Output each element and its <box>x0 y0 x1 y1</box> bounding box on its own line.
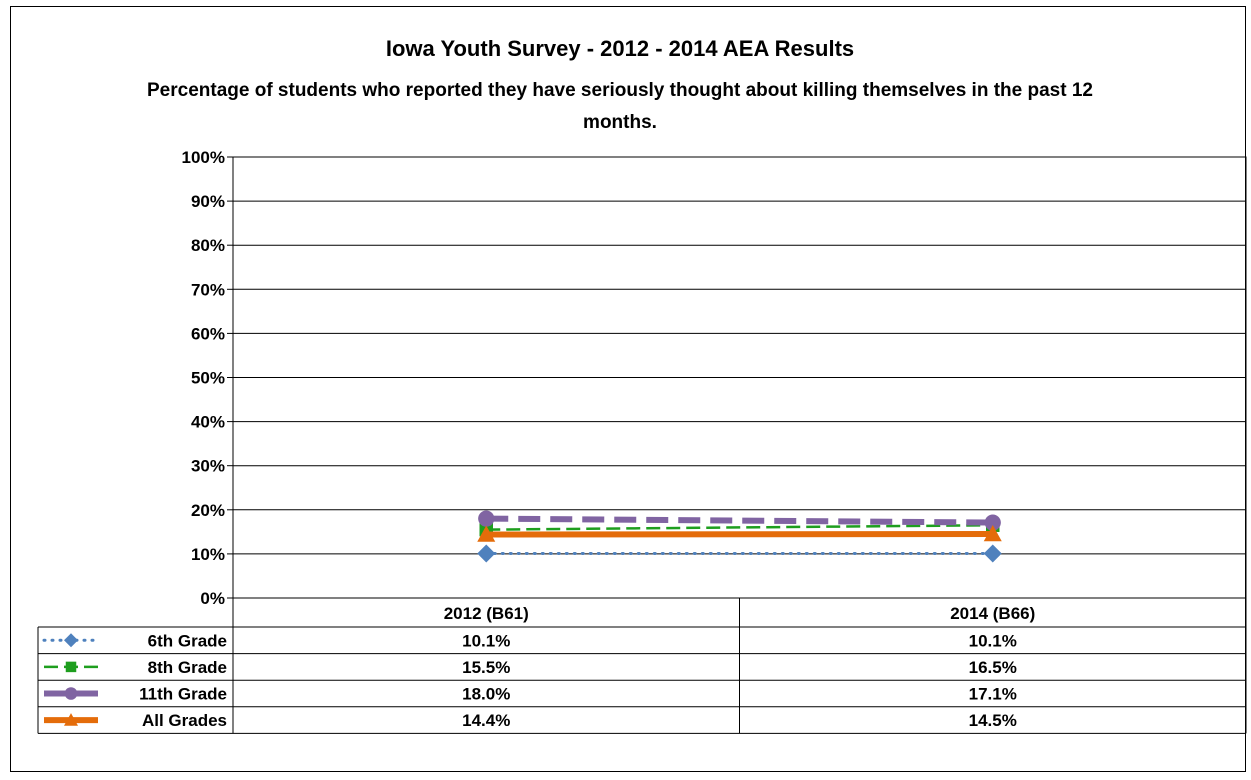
data-label: 17.1% <box>969 685 1017 704</box>
y-tick-label: 70% <box>191 280 225 299</box>
data-point-diamond <box>64 633 78 648</box>
y-tick-label: 20% <box>191 501 225 520</box>
data-point-triangle <box>983 525 1002 542</box>
data-point-triangle <box>477 525 496 542</box>
y-tick-label: 90% <box>191 192 225 211</box>
chart-frame <box>10 6 1246 772</box>
series-line <box>486 523 993 531</box>
x-category-label: 2014 (B66) <box>950 604 1035 623</box>
legend-label: 8th Grade <box>148 658 227 677</box>
data-label: 15.5% <box>462 658 510 677</box>
data-point-triangle <box>64 713 78 726</box>
legend-label: 6th Grade <box>148 631 227 650</box>
y-tick-label: 0% <box>200 589 225 608</box>
data-point-diamond <box>983 544 1002 563</box>
data-label: 16.5% <box>969 658 1017 677</box>
chart-title: Iowa Youth Survey - 2012 - 2014 AEA Resu… <box>385 36 855 61</box>
data-point-square <box>65 661 77 673</box>
y-tick-label: 80% <box>191 236 225 255</box>
y-tick-label: 10% <box>191 545 225 564</box>
data-point-circle <box>64 687 78 700</box>
legend-label: All Grades <box>142 711 227 730</box>
data-point-circle <box>984 514 1001 531</box>
legend-label: 11th Grade <box>139 685 227 704</box>
y-tick-label: 100% <box>182 148 225 167</box>
data-label: 18.0% <box>462 685 510 704</box>
data-point-diamond <box>477 544 496 563</box>
y-tick-label: 50% <box>191 369 225 388</box>
data-label: 10.1% <box>969 631 1017 650</box>
x-category-label: 2012 (B61) <box>444 604 529 623</box>
data-label: 10.1% <box>462 631 510 650</box>
chart-subtitle: Percentage of students who reported they… <box>147 80 1093 133</box>
series-line <box>486 515 993 526</box>
data-point-circle <box>478 510 495 527</box>
data-label: 14.4% <box>462 711 510 730</box>
data-label: 14.5% <box>969 711 1017 730</box>
y-tick-label: 60% <box>191 324 225 343</box>
y-tick-label: 40% <box>191 413 225 432</box>
y-tick-label: 30% <box>191 457 225 476</box>
